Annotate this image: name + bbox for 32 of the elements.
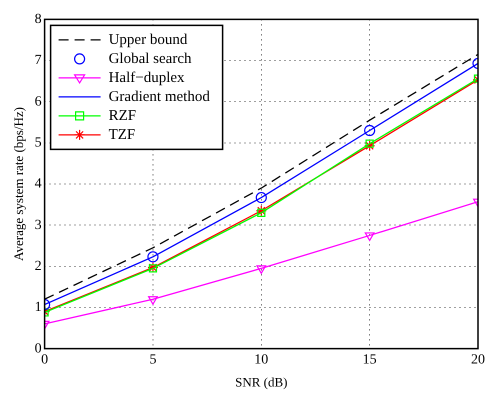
legend-label: Half−duplex <box>108 70 186 86</box>
x-tick-label: 5 <box>149 352 156 368</box>
point <box>148 264 158 272</box>
x-tick-label: 20 <box>471 352 485 368</box>
point <box>256 192 267 204</box>
x-tick-label: 10 <box>254 352 268 368</box>
y-tick-label: 0 <box>34 341 42 356</box>
y-axis-title: Average system rate (bps/Hz) <box>11 107 26 261</box>
point <box>364 124 376 136</box>
legend-label: Gradient method <box>108 88 210 105</box>
x-axis-title: SNR (dB) <box>235 374 288 390</box>
point <box>256 265 266 274</box>
point <box>364 140 376 152</box>
y-tick-label: 3 <box>34 218 42 233</box>
point <box>366 140 374 148</box>
point <box>257 208 266 217</box>
y-tick-label: 2 <box>34 258 42 274</box>
y-tick-label: 8 <box>34 12 42 28</box>
legend-label: TZF <box>108 126 136 143</box>
legend-label: Global search <box>108 50 192 67</box>
y-tick-label: 1 <box>34 300 42 316</box>
x-tick-label: 15 <box>362 352 377 368</box>
y-tick-label: 5 <box>34 136 42 151</box>
point <box>364 232 375 242</box>
legend-label: Upper bound <box>108 32 188 48</box>
y-tick-label: 4 <box>34 176 42 192</box>
point <box>147 251 159 262</box>
point <box>256 205 267 216</box>
legend-label: RZF <box>108 108 136 124</box>
y-tick-label: 6 <box>34 94 42 110</box>
point <box>148 296 158 305</box>
y-tick-label: 7 <box>34 53 42 68</box>
